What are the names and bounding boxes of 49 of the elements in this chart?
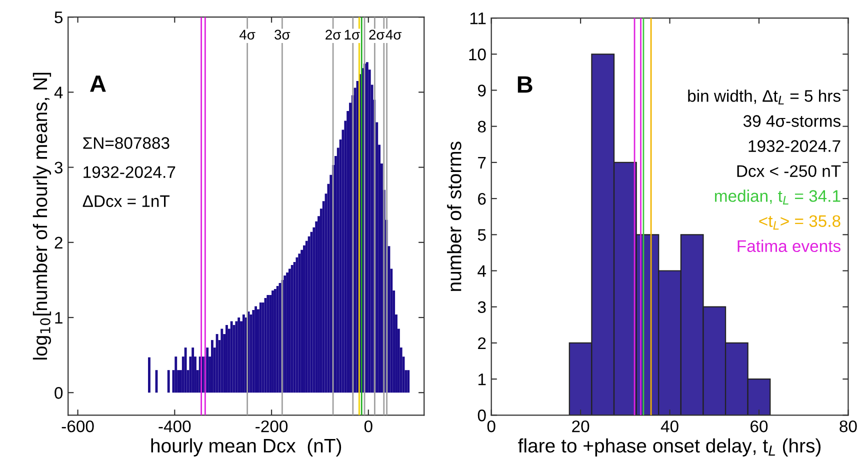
y-tick-label: 8 [478, 120, 486, 133]
annotation: 4σ [386, 30, 402, 40]
x-tick-label: -200 [256, 420, 288, 432]
y-tick-label: 0 [478, 410, 486, 422]
y-tick-label: 9 [478, 84, 486, 96]
y-tick-label: 5 [478, 229, 486, 241]
annotation: ΣN=807883 [83, 137, 170, 149]
y-tick-label: 3 [478, 301, 486, 314]
x-tick-label: 60 [750, 420, 768, 432]
y-tick-label: 1 [478, 374, 486, 386]
y-tick-label: 11 [470, 12, 486, 24]
annotation: 4σ [239, 30, 256, 40]
y-tick-label: 7 [478, 157, 486, 168]
x-tick-label: 20 [572, 420, 590, 432]
ref-line-label: <t$_{L}$> = 35.8 [759, 215, 840, 230]
y-tick-label: 4 [478, 265, 486, 277]
y-tick-label: 1 [55, 312, 62, 324]
annotation: Dcx < -250 nT [737, 165, 841, 177]
y-tick-label: 5 [54, 12, 63, 24]
y-tick-label: 10 [469, 48, 486, 60]
x-tick-label: 0 [364, 420, 372, 432]
annotation: 2σ [369, 30, 385, 40]
annotation: 1932-2024.7 [748, 140, 840, 152]
x-axis-title: hourly mean Dcx (nT) [151, 438, 342, 456]
annotation: 1932-2024.7 [84, 166, 176, 178]
y-tick-label: 3 [54, 162, 63, 174]
annotation: ΔDcx = 1nT [82, 195, 170, 208]
y-axis-title: log$_{10}$[number of hourly means, N] [32, 72, 52, 360]
x-tick-label: 80 [840, 420, 857, 432]
x-tick-label: -600 [62, 420, 94, 432]
y-tick-label: 6 [478, 192, 486, 205]
annotation: 1σ [344, 30, 360, 40]
y-tick-label: 2 [478, 337, 486, 349]
ref-line-label: Fatima events [738, 240, 840, 252]
ref-line-label: median, t$_{L}$ = 34.1 [715, 190, 840, 204]
annotation: 39 4σ-storms [743, 115, 840, 127]
annotation: 2σ [326, 30, 341, 40]
annotation: A [90, 76, 106, 92]
x-axis-title: flare to +phase onset delay, t$_{L}$ (hrs) [518, 438, 821, 456]
x-tick-label: 40 [660, 420, 678, 432]
y-tick-label: 4 [54, 86, 63, 98]
y-axis-title: number of storms [447, 142, 462, 291]
x-tick-label: -400 [158, 420, 191, 432]
annotation: B [518, 76, 532, 93]
y-tick-label: 2 [54, 236, 62, 248]
y-tick-label: 0 [54, 387, 63, 399]
x-tick-label: 0 [487, 420, 496, 432]
annotation: 3σ [274, 30, 290, 40]
annotation: bin width, Δt$_{L}$ = 5 hrs [688, 90, 840, 104]
